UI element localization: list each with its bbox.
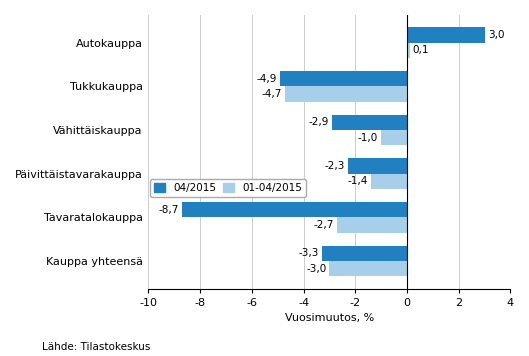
Text: 0,1: 0,1 [413,45,429,55]
Text: -8,7: -8,7 [159,205,179,215]
Bar [348,158,407,174]
Text: -1,0: -1,0 [358,133,378,143]
Text: -1,4: -1,4 [348,176,368,186]
Text: -3,0: -3,0 [306,263,326,273]
Text: Lähde: Tilastokeskus: Lähde: Tilastokeskus [42,342,151,352]
Text: -4,7: -4,7 [262,89,282,99]
Text: -3,3: -3,3 [298,248,318,258]
Bar [286,87,407,101]
Bar [337,217,407,232]
Bar [371,174,407,189]
Text: 3,0: 3,0 [488,30,504,40]
Bar [381,130,407,145]
Bar [182,202,407,217]
Legend: 04/2015, 01-04/2015: 04/2015, 01-04/2015 [150,179,306,197]
Text: -2,3: -2,3 [324,161,344,171]
Text: -4,9: -4,9 [257,74,277,84]
Text: -2,7: -2,7 [314,220,334,230]
Bar [330,261,407,276]
Bar [407,27,485,43]
Bar [280,71,407,87]
Text: -2,9: -2,9 [308,117,329,127]
Bar [407,43,409,58]
Bar [322,246,407,261]
X-axis label: Vuosimuutos, %: Vuosimuutos, % [285,313,374,323]
Bar [332,115,407,130]
